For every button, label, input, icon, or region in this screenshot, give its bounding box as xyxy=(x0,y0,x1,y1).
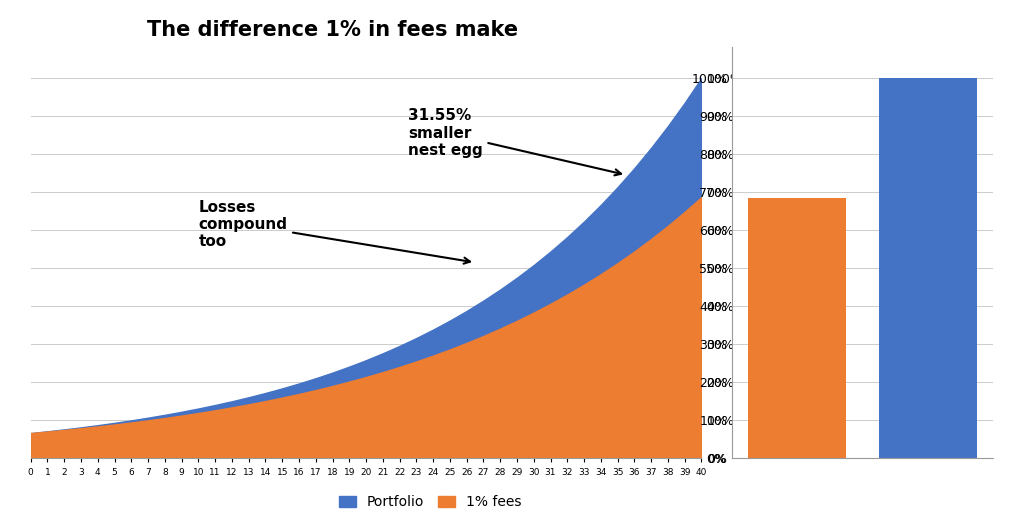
Text: 31.55%
smaller
nest egg: 31.55% smaller nest egg xyxy=(408,108,621,175)
Bar xyxy=(879,78,977,458)
Title: The difference 1% in fees make: The difference 1% in fees make xyxy=(147,21,518,41)
Bar xyxy=(749,198,847,458)
Legend: Portfolio, 1% fees: Portfolio, 1% fees xyxy=(334,490,526,515)
Text: Losses
compound
too: Losses compound too xyxy=(199,200,470,264)
